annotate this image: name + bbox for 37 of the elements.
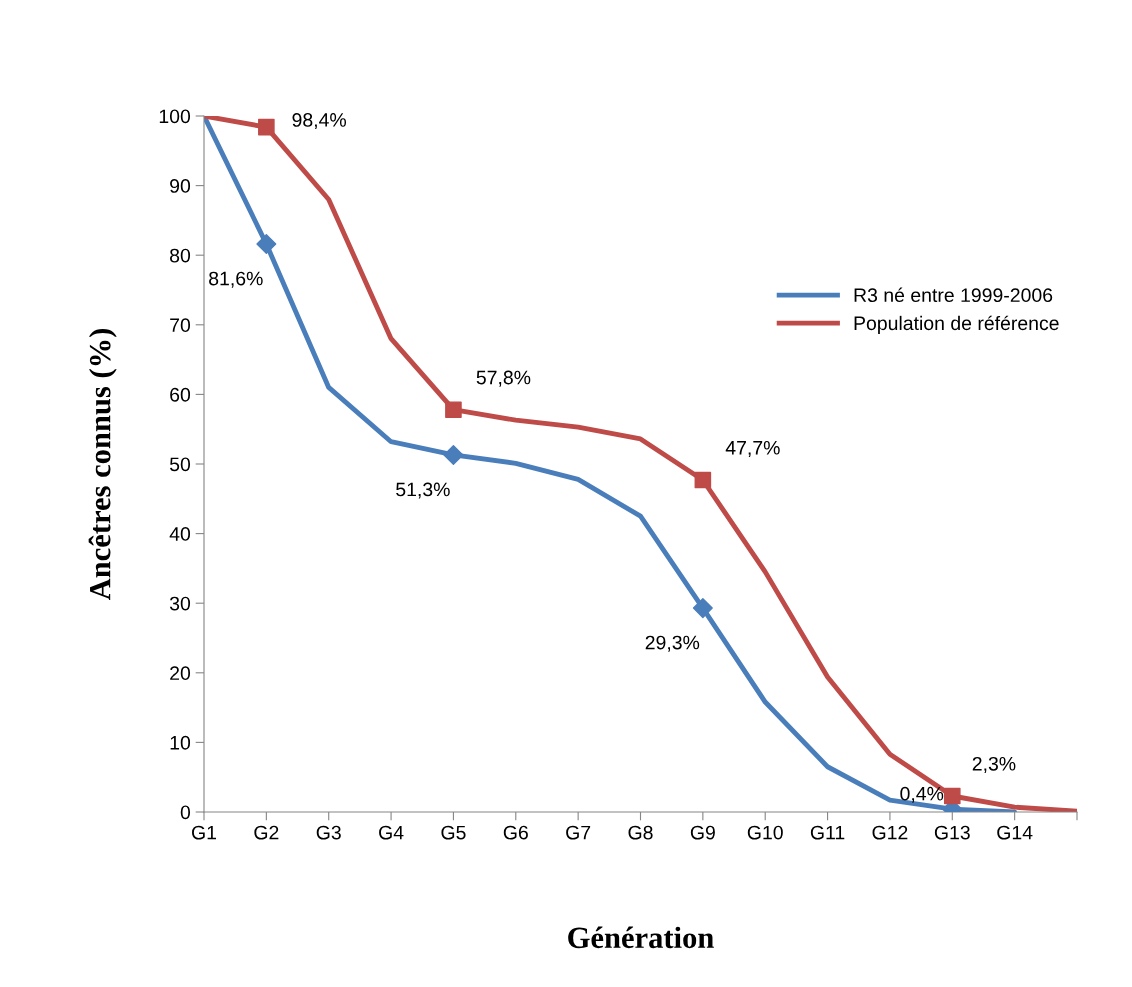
y-tick-label: 10 xyxy=(170,735,191,750)
y-tick-label: 30 xyxy=(169,596,191,611)
data-label: 51,3% xyxy=(396,482,450,499)
x-tick-label: G7 xyxy=(566,825,591,840)
y-tick-label: 0 xyxy=(180,805,191,820)
x-tick-label: G5 xyxy=(441,825,466,840)
x-tick-label: G10 xyxy=(747,825,783,840)
y-tick-label: 20 xyxy=(170,666,191,681)
x-tick-label: G13 xyxy=(934,825,970,840)
x-axis-title: Génération xyxy=(568,926,714,949)
data-label: 57,8% xyxy=(476,370,531,387)
data-label: 29,3% xyxy=(645,635,700,652)
data-label: 47,7% xyxy=(725,440,780,457)
y-tick-label: 70 xyxy=(170,318,191,333)
y-tick-label: 60 xyxy=(170,387,191,402)
y-tick-label: 90 xyxy=(170,179,191,193)
data-label: 2,3% xyxy=(972,756,1016,773)
x-tick-label: G9 xyxy=(690,825,715,840)
x-tick-label: G8 xyxy=(628,825,653,840)
x-tick-label: G4 xyxy=(379,825,404,840)
y-tick-label: 80 xyxy=(170,248,191,263)
x-tick-label: G11 xyxy=(810,825,845,840)
data-label: 81,6% xyxy=(209,271,263,288)
x-tick-label: G14 xyxy=(997,825,1033,840)
legend-label: R3 né entre 1999-2006 xyxy=(854,287,1053,303)
data-label: 0,4% xyxy=(900,786,944,803)
data-label: 98,4% xyxy=(292,113,347,130)
y-axis-title: Ancêtres connus (%) xyxy=(88,328,117,601)
y-tick-label: 100 xyxy=(159,109,191,124)
y-tick-label: 40 xyxy=(169,527,191,541)
legend-label: Population de référence xyxy=(854,315,1059,334)
x-tick-label: G1 xyxy=(192,825,217,840)
x-tick-label: G12 xyxy=(872,825,908,840)
x-tick-label: G2 xyxy=(254,825,279,840)
y-tick-label: 50 xyxy=(169,457,191,472)
x-tick-label: G3 xyxy=(316,825,341,840)
x-tick-label: G6 xyxy=(503,825,528,840)
